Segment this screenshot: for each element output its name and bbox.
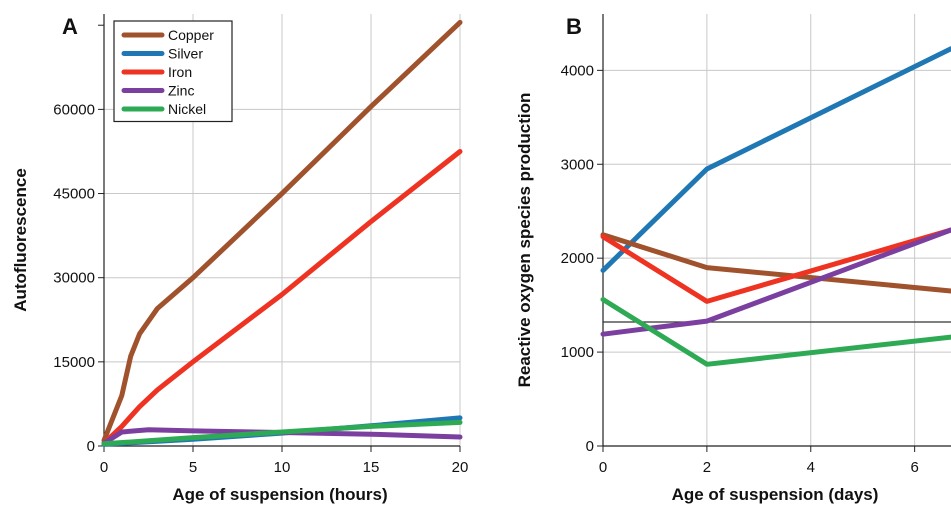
x-tick-label-a: 15: [363, 459, 380, 476]
x-axis-title-a: Age of suspension (hours): [172, 485, 387, 504]
x-tick-label-a: 5: [189, 459, 197, 476]
y-tick-label-b: 4000: [561, 62, 594, 79]
tick-labels-b: 0 1000 2000 3000 4000 0 2 4 6: [561, 62, 919, 476]
grid-a: [104, 14, 461, 446]
panel-a: 0 15000 30000 45000 60000 0 5 10 15 20 A Age of s…: [11, 14, 468, 504]
x-tick-label-b: 4: [807, 459, 815, 476]
legend-label-nickel: Nickel: [168, 101, 206, 117]
legend-label-iron: Iron: [168, 64, 192, 80]
panel-label-a: A: [62, 14, 78, 39]
y-axis-title-a: Autofluorescence: [11, 168, 30, 312]
series-line-zinc-a: [101, 427, 463, 446]
series-group-a: [101, 19, 463, 447]
grid-b: [603, 14, 951, 446]
legend-label-copper: Copper: [168, 27, 214, 43]
series-line-series-3-b: [600, 227, 951, 304]
series-line-series-4-b: [600, 227, 951, 337]
y-tick-label-a: 0: [87, 438, 95, 455]
series-line-series-2-b: [600, 232, 951, 294]
x-tick-label-b: 6: [910, 459, 918, 476]
legend-label-zinc: Zinc: [168, 83, 194, 99]
y-tick-label-a: 15000: [53, 354, 95, 371]
panel-label-b: B: [566, 14, 582, 39]
y-tick-label-a: 45000: [53, 186, 95, 203]
y-tick-label-b: 1000: [561, 344, 594, 361]
x-tick-label-a: 10: [274, 459, 291, 476]
x-tick-label-a: 20: [452, 459, 469, 476]
y-tick-label-a: 60000: [53, 101, 95, 118]
series-line-series-5-b: [600, 297, 951, 367]
legend-label-silver: Silver: [168, 46, 203, 62]
y-tick-label-b: 0: [586, 438, 594, 455]
x-tick-label-b: 2: [703, 459, 711, 476]
y-tick-label-a: 30000: [53, 270, 95, 287]
legend: Copper Silver Iron Zinc Nickel: [113, 20, 233, 123]
series-line-nickel-a: [101, 419, 463, 447]
tick-labels-a: 0 15000 30000 45000 60000 0 5 10 15 20: [53, 101, 468, 476]
y-axis-title-b: Reactive oxygen species production: [515, 93, 534, 388]
panel-b: 0 1000 2000 3000 4000 0 2 4 6 B Age of suspensio…: [515, 14, 951, 504]
axes-a: [98, 14, 461, 452]
x-tick-label-a: 0: [100, 459, 108, 476]
y-tick-label-b: 3000: [561, 156, 594, 173]
series-group-b: [600, 46, 951, 367]
series-line-copper-a: [101, 19, 463, 443]
axes-b: [597, 14, 951, 452]
series-line-series-1-b: [600, 46, 951, 273]
x-tick-label-b: 0: [599, 459, 607, 476]
series-line-iron-a: [101, 149, 463, 446]
x-axis-title-b: Age of suspension (days): [672, 485, 879, 504]
y-tick-label-b: 2000: [561, 250, 594, 267]
